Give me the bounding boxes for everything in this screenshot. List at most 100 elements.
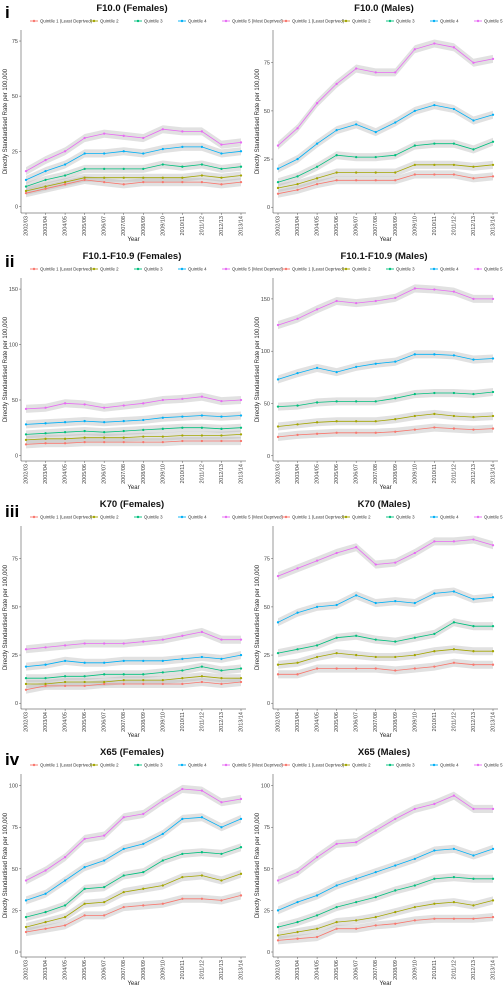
x-tick-label: 2002/03 xyxy=(24,464,30,484)
x-tick-label: 2010/11 xyxy=(432,464,438,483)
data-point xyxy=(315,142,319,145)
data-point xyxy=(472,415,475,419)
data-point xyxy=(181,397,184,401)
legend-marker xyxy=(180,19,184,23)
series-line xyxy=(25,415,242,425)
y-tick-label: 25 xyxy=(264,908,270,914)
data-point xyxy=(44,178,47,182)
data-point xyxy=(296,127,299,130)
legend-marker xyxy=(32,763,36,767)
series-line xyxy=(277,848,494,911)
legend-item: Quintile 3 xyxy=(386,515,415,520)
data-point xyxy=(394,889,397,892)
data-point xyxy=(24,688,28,691)
data-point xyxy=(44,663,47,666)
data-point xyxy=(413,857,416,860)
x-tick-label: 2010/11 xyxy=(180,960,186,979)
y-tick-label: 0 xyxy=(15,204,18,210)
data-point xyxy=(452,648,456,651)
series-line xyxy=(277,795,493,881)
legend-item: Quintile 3 xyxy=(134,763,163,768)
data-point xyxy=(181,180,184,184)
series-line xyxy=(25,895,242,933)
data-point xyxy=(24,899,28,902)
legend-item: Quintile 2 xyxy=(90,267,119,272)
data-point xyxy=(355,594,358,597)
row-label-iv: iv xyxy=(5,750,20,769)
data-point xyxy=(374,431,377,434)
legend-label: Quintile 5 (Most Deprived) xyxy=(232,763,284,768)
data-point xyxy=(24,433,28,436)
legend-item: Quintile 1 (Least Deprived) xyxy=(30,267,93,272)
data-point xyxy=(296,920,299,924)
data-point xyxy=(83,675,86,678)
confidence-band xyxy=(26,813,241,905)
x-tick-label: 2007/08 xyxy=(373,216,379,236)
series-line xyxy=(277,648,493,666)
data-point xyxy=(433,142,436,145)
data-point xyxy=(452,391,456,395)
legend-item: Quintile 2 xyxy=(342,267,371,272)
data-point xyxy=(142,887,145,890)
legend-item: Quintile 4 xyxy=(178,763,207,768)
data-point xyxy=(491,427,495,430)
data-point xyxy=(276,181,280,184)
legend-label: Quintile 2 xyxy=(352,267,371,272)
data-point xyxy=(161,435,164,438)
legend-item: Quintile 1 (Least Deprived) xyxy=(282,267,345,272)
x-tick-label: 2006/07 xyxy=(102,960,108,980)
data-point xyxy=(63,915,67,919)
data-point xyxy=(433,592,436,595)
data-point xyxy=(335,299,338,303)
data-point xyxy=(142,402,145,405)
data-point xyxy=(44,187,47,190)
data-point xyxy=(239,667,243,670)
data-point xyxy=(452,875,456,879)
data-point xyxy=(44,927,47,930)
data-point xyxy=(161,440,164,444)
data-point xyxy=(413,807,416,811)
data-point xyxy=(181,787,184,791)
y-axis-label: Directly Standardised Rate per 100,000 xyxy=(3,68,9,174)
data-point xyxy=(220,167,223,171)
data-point xyxy=(472,650,475,653)
legend-item: Quintile 3 xyxy=(386,763,415,768)
data-point xyxy=(296,317,299,320)
data-point xyxy=(335,667,338,670)
x-tick-label: 2006/07 xyxy=(354,712,360,732)
data-point xyxy=(394,171,397,174)
data-point xyxy=(374,638,377,641)
legend-item: Quintile 3 xyxy=(134,19,163,24)
data-point xyxy=(335,420,338,423)
x-tick-label: 2013/14 xyxy=(239,216,245,236)
data-point xyxy=(413,919,416,922)
data-point xyxy=(296,661,299,664)
data-point xyxy=(433,288,436,291)
y-tick-label: 50 xyxy=(12,398,18,404)
data-point xyxy=(355,667,358,670)
x-tick-label: 2013/14 xyxy=(491,464,497,484)
y-tick-label: 75 xyxy=(264,61,270,67)
legend-item: Quintile 3 xyxy=(386,267,415,272)
data-point xyxy=(472,904,475,907)
data-point xyxy=(491,297,495,301)
series-line xyxy=(25,440,241,445)
data-point xyxy=(200,145,204,149)
data-point xyxy=(220,899,223,902)
data-point xyxy=(315,177,319,180)
confidence-band xyxy=(278,350,493,384)
legend-item: Quintile 2 xyxy=(342,763,371,768)
data-point xyxy=(239,677,243,680)
x-tick-label: 2007/08 xyxy=(373,464,379,484)
series-line xyxy=(277,141,494,183)
data-point xyxy=(63,174,67,177)
data-point xyxy=(394,430,397,433)
data-point xyxy=(276,879,280,882)
data-point xyxy=(200,665,204,668)
legend-marker xyxy=(32,19,36,23)
data-point xyxy=(239,653,243,657)
legend-marker xyxy=(136,19,140,23)
data-point xyxy=(83,136,86,140)
data-point xyxy=(44,422,47,425)
data-point xyxy=(103,661,106,664)
